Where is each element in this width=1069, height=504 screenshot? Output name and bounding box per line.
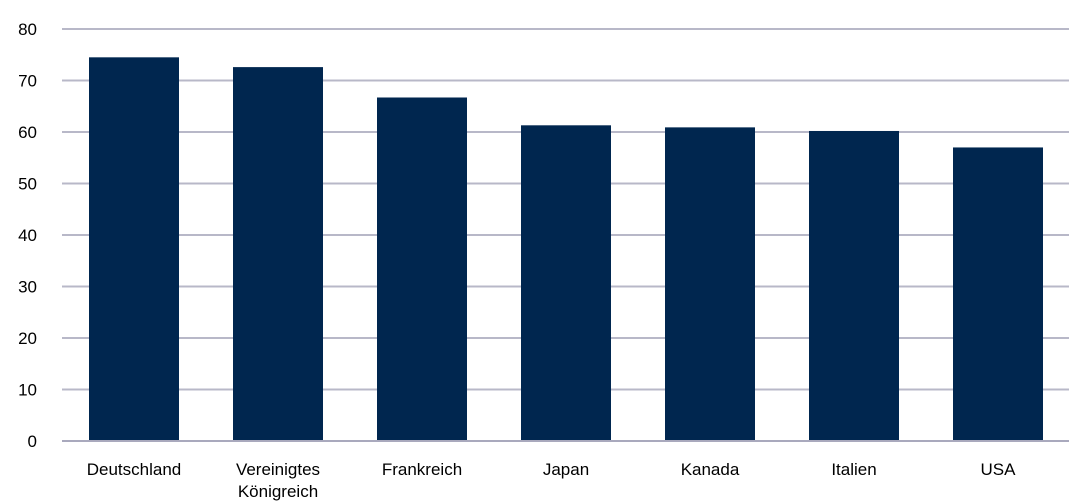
x-tick-label-5: Italien [831, 460, 876, 479]
y-tick-label-0: 0 [28, 432, 37, 451]
x-tick-label-4: Kanada [681, 460, 740, 479]
y-tick-label-80: 80 [18, 20, 37, 39]
x-tick-label-line: Frankreich [382, 460, 462, 479]
x-tick-label-line: Königreich [238, 482, 318, 501]
y-tick-label-70: 70 [18, 72, 37, 91]
x-tick-label-6: USA [981, 460, 1017, 479]
bar-2 [377, 97, 467, 442]
y-tick-label-30: 30 [18, 278, 37, 297]
y-tick-label-60: 60 [18, 123, 37, 142]
x-axis-category-labels: Deutschland Vereinigtes Königreich Frankrei… [87, 460, 1016, 501]
y-tick-label-10: 10 [18, 381, 37, 400]
bar-6 [953, 147, 1043, 441]
x-tick-label-1: Vereinigtes Königreich [236, 460, 320, 501]
x-tick-label-3: Japan [543, 460, 589, 479]
x-tick-label-line: Deutschland [87, 460, 182, 479]
bar-5 [809, 130, 899, 441]
y-tick-label-50: 50 [18, 175, 37, 194]
x-tick-label-0: Deutschland [87, 460, 182, 479]
bar-1 [233, 67, 323, 442]
y-tick-label-40: 40 [18, 226, 37, 245]
x-tick-label-line: Japan [543, 460, 589, 479]
bar-0 [89, 57, 179, 441]
x-tick-label-line: Kanada [681, 460, 740, 479]
y-tick-label-20: 20 [18, 329, 37, 348]
x-tick-label-line: Vereinigtes [236, 460, 320, 479]
x-tick-label-line: USA [981, 460, 1017, 479]
x-tick-label-2: Frankreich [382, 460, 462, 479]
bar-4 [665, 127, 755, 442]
bars [89, 57, 1043, 442]
bar-3 [521, 125, 611, 442]
x-tick-label-line: Italien [831, 460, 876, 479]
y-axis-tick-labels: 0 10 20 30 40 50 60 70 80 [18, 20, 37, 451]
